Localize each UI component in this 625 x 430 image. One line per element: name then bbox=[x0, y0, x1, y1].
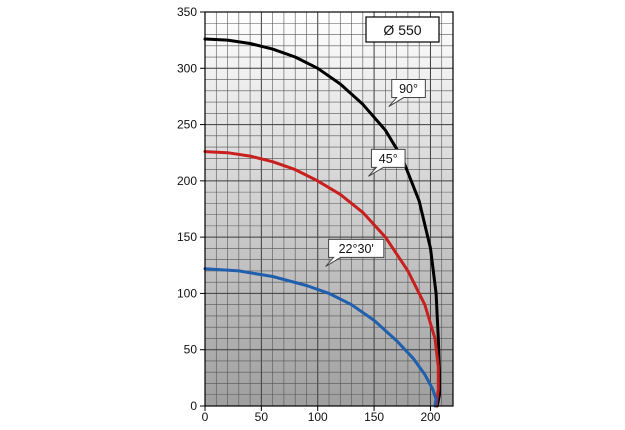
diameter-label: Ø 550 bbox=[383, 22, 421, 38]
callout-label: 90° bbox=[399, 82, 418, 96]
x-tick-label: 200 bbox=[420, 410, 440, 424]
plot-frame bbox=[204, 11, 454, 407]
grid bbox=[204, 11, 454, 407]
callout-bubble bbox=[325, 238, 385, 267]
callouts: 90° 45° 22°30' bbox=[325, 79, 426, 267]
y-tick-label: 300 bbox=[177, 61, 197, 75]
callout-bubble bbox=[368, 148, 406, 177]
y-tick-label: 150 bbox=[177, 230, 197, 244]
series-line bbox=[203, 37, 441, 408]
y-tick-label: 250 bbox=[177, 118, 197, 132]
callout-bubble bbox=[388, 79, 426, 107]
axes bbox=[204, 11, 454, 407]
y-tick-label: 200 bbox=[177, 174, 197, 188]
series-callout: 22°30' bbox=[325, 238, 385, 267]
series-callout: 90° bbox=[388, 79, 426, 107]
x-tick-labels: 0 50 100 150 200 bbox=[202, 406, 441, 424]
series-callout: 45° bbox=[368, 148, 406, 177]
x-tick-label: 50 bbox=[255, 410, 269, 424]
series-line bbox=[203, 150, 440, 408]
y-tick-labels: 0 50 100 150 200 250 300 350 bbox=[177, 5, 205, 413]
diameter-box: Ø 550 bbox=[365, 16, 440, 43]
x-tick-label: 0 bbox=[202, 410, 209, 424]
y-tick-label: 0 bbox=[190, 399, 197, 413]
series-line bbox=[203, 267, 438, 408]
callout-label: 45° bbox=[379, 152, 398, 166]
y-tick-label: 100 bbox=[177, 286, 197, 300]
x-tick-label: 150 bbox=[364, 410, 384, 424]
x-tick-label: 100 bbox=[308, 410, 328, 424]
y-tick-label: 350 bbox=[177, 5, 197, 19]
series-layer bbox=[203, 37, 441, 408]
y-tick-label: 50 bbox=[184, 343, 198, 357]
callout-label: 22°30' bbox=[339, 242, 374, 256]
